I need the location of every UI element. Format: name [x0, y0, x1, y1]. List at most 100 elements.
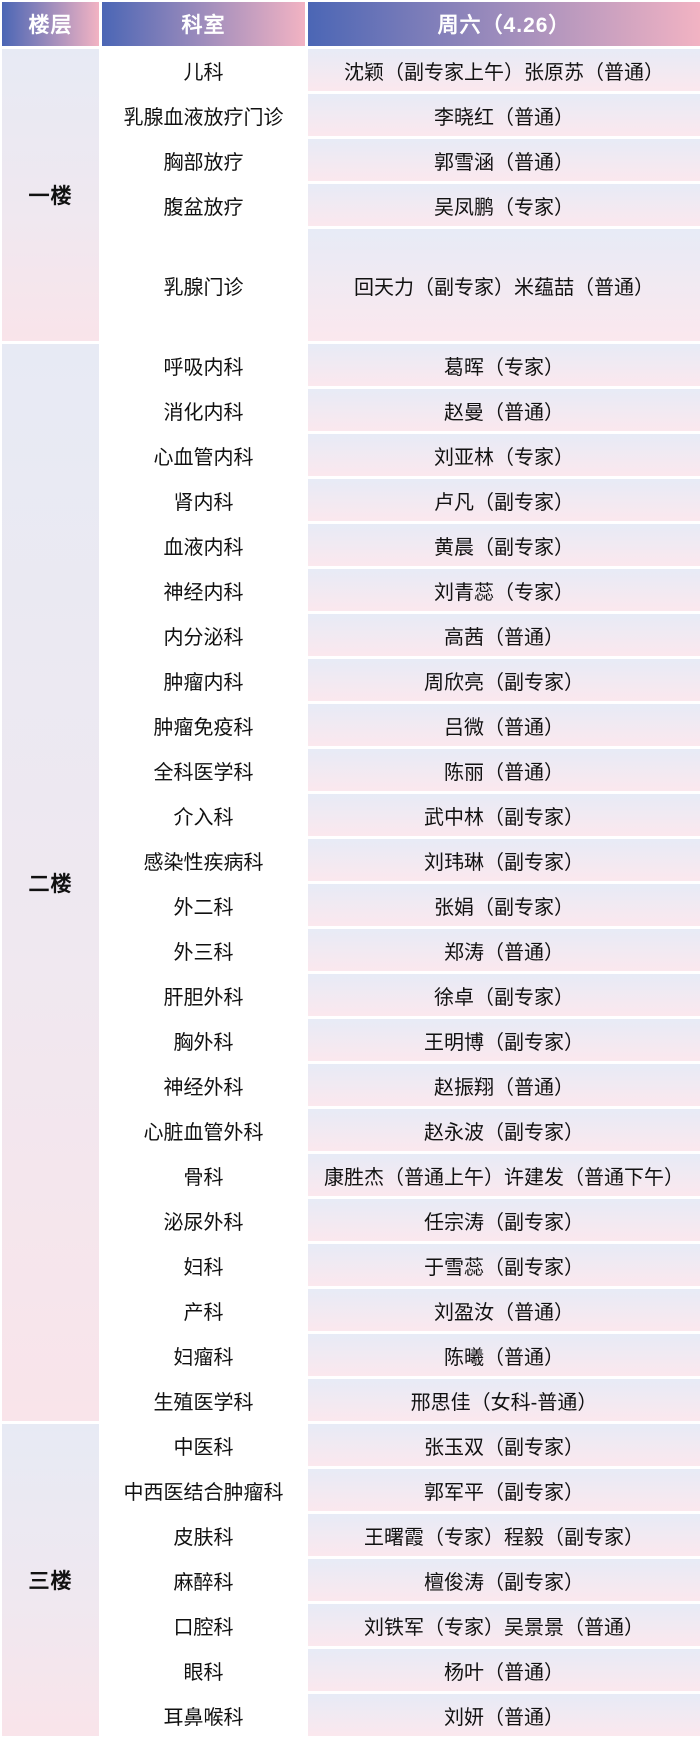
schedule-cell: 陈丽（普通） — [308, 749, 700, 791]
table-row: 皮肤科 王曙霞（专家）程毅（副专家） — [102, 1514, 700, 1556]
department-cell: 泌尿外科 — [102, 1199, 305, 1241]
table-row: 泌尿外科 任宗涛（副专家） — [102, 1199, 700, 1241]
department-cell: 感染性疾病科 — [102, 839, 305, 881]
department-cell: 外三科 — [102, 929, 305, 971]
table-row: 口腔科 刘铁军（专家）吴景景（普通） — [102, 1604, 700, 1646]
floor-rows: 呼吸内科 葛晖（专家） 消化内科 赵曼（普通） 心血管内科 刘亚林（专家） 肾内科 卢凡（副专… — [102, 344, 700, 1421]
department-cell: 心血管内科 — [102, 434, 305, 476]
schedule-cell: 刘铁军（专家）吴景景（普通） — [308, 1604, 700, 1646]
schedule-cell: 张娟（副专家） — [308, 884, 700, 926]
schedule-cell: 杨叶（普通） — [308, 1649, 700, 1691]
department-cell: 心脏血管外科 — [102, 1109, 305, 1151]
floor-section: 二楼 呼吸内科 葛晖（专家） 消化内科 赵曼（普通） 心血管内科 刘亚林（专家） 肾内科 卢凡（… — [2, 344, 700, 1421]
schedule-cell: 于雪蕊（副专家） — [308, 1244, 700, 1286]
table-row: 呼吸内科 葛晖（专家） — [102, 344, 700, 386]
department-column-header: 科室 — [102, 2, 305, 46]
schedule-cell: 郑涛（普通） — [308, 929, 700, 971]
floor-cell: 二楼 — [2, 344, 99, 1421]
table-row: 耳鼻喉科 刘妍（普通） — [102, 1694, 700, 1736]
table-body: 一楼 儿科 沈颖（副专家上午）张原苏（普通） 乳腺血液放疗门诊 李晓红（普通） 胸部放疗郭… — [2, 49, 700, 1736]
schedule-cell: 赵振翔（普通） — [308, 1064, 700, 1106]
department-cell: 肿瘤免疫科 — [102, 704, 305, 746]
table-row: 妇科 于雪蕊（副专家） — [102, 1244, 700, 1286]
floor-rows: 儿科 沈颖（副专家上午）张原苏（普通） 乳腺血液放疗门诊 李晓红（普通） 胸部放疗 郭雪涵… — [102, 49, 700, 341]
schedule-cell: 沈颖（副专家上午）张原苏（普通） — [308, 49, 700, 91]
department-cell: 乳腺门诊 — [102, 229, 305, 341]
table-row: 乳腺门诊 回天力（副专家）米蕴喆（普通） — [102, 229, 700, 341]
table-row: 介入科 武中林（副专家） — [102, 794, 700, 836]
table-header-row: 楼层 科室 周六（4.26） — [2, 2, 700, 46]
department-cell: 神经内科 — [102, 569, 305, 611]
department-cell: 外二科 — [102, 884, 305, 926]
department-cell: 口腔科 — [102, 1604, 305, 1646]
table-row: 胸部放疗 郭雪涵（普通） — [102, 139, 700, 181]
department-cell: 胸部放疗 — [102, 139, 305, 181]
table-row: 肿瘤免疫科 吕微（普通） — [102, 704, 700, 746]
saturday-column-header: 周六（4.26） — [308, 2, 700, 46]
table-row: 生殖医学科 邢思佳（女科-普通） — [102, 1379, 700, 1421]
department-cell: 皮肤科 — [102, 1514, 305, 1556]
department-cell: 产科 — [102, 1289, 305, 1331]
schedule-cell: 郭军平（副专家） — [308, 1469, 700, 1511]
department-cell: 腹盆放疗 — [102, 184, 305, 226]
schedule-cell: 卢凡（副专家） — [308, 479, 700, 521]
schedule-cell: 回天力（副专家）米蕴喆（普通） — [308, 229, 700, 341]
department-cell: 中医科 — [102, 1424, 305, 1466]
schedule-cell: 徐卓（副专家） — [308, 974, 700, 1016]
schedule-cell: 刘玮琳（副专家） — [308, 839, 700, 881]
schedule-cell: 刘青蕊（专家） — [308, 569, 700, 611]
schedule-cell: 刘盈汝（普通） — [308, 1289, 700, 1331]
table-row: 腹盆放疗 吴凤鹏（专家） — [102, 184, 700, 226]
department-cell: 妇瘤科 — [102, 1334, 305, 1376]
table-row: 神经外科 赵振翔（普通） — [102, 1064, 700, 1106]
schedule-cell: 陈曦（普通） — [308, 1334, 700, 1376]
table-row: 内分泌科 高茜（普通） — [102, 614, 700, 656]
table-row: 妇瘤科 陈曦（普通） — [102, 1334, 700, 1376]
schedule-cell: 刘亚林（专家） — [308, 434, 700, 476]
floor-section: 一楼 儿科 沈颖（副专家上午）张原苏（普通） 乳腺血液放疗门诊 李晓红（普通） 胸部放疗郭… — [2, 49, 700, 341]
table-row: 肾内科 卢凡（副专家） — [102, 479, 700, 521]
schedule-cell: 郭雪涵（普通） — [308, 139, 700, 181]
schedule-cell: 王明博（副专家） — [308, 1019, 700, 1061]
department-cell: 生殖医学科 — [102, 1379, 305, 1421]
department-cell: 儿科 — [102, 49, 305, 91]
department-cell: 全科医学科 — [102, 749, 305, 791]
table-row: 产科 刘盈汝（普通） — [102, 1289, 700, 1331]
department-cell: 妇科 — [102, 1244, 305, 1286]
schedule-cell: 周欣亮（副专家） — [308, 659, 700, 701]
table-row: 肝胆外科 徐卓（副专家） — [102, 974, 700, 1016]
department-cell: 耳鼻喉科 — [102, 1694, 305, 1736]
table-row: 骨科 康胜杰（普通上午）许建发（普通下午） — [102, 1154, 700, 1196]
table-row: 心血管内科 刘亚林（专家） — [102, 434, 700, 476]
schedule-cell: 高茜（普通） — [308, 614, 700, 656]
table-row: 外三科 郑涛（普通） — [102, 929, 700, 971]
table-row: 心脏血管外科 赵永波（副专家） — [102, 1109, 700, 1151]
table-row: 眼科 杨叶（普通） — [102, 1649, 700, 1691]
department-cell: 眼科 — [102, 1649, 305, 1691]
department-cell: 肿瘤内科 — [102, 659, 305, 701]
schedule-cell: 刘妍（普通） — [308, 1694, 700, 1736]
floor-section: 三楼 中医科 张玉双（副专家） 中西医结合肿瘤科 郭军平（副专家） 皮肤科 王曙霞（专家）程… — [2, 1424, 700, 1736]
table-row: 神经内科 刘青蕊（专家） — [102, 569, 700, 611]
table-row: 儿科 沈颖（副专家上午）张原苏（普通） — [102, 49, 700, 91]
table-row: 外二科 张娟（副专家） — [102, 884, 700, 926]
department-cell: 消化内科 — [102, 389, 305, 431]
schedule-cell: 黄晨（副专家） — [308, 524, 700, 566]
table-row: 中西医结合肿瘤科 郭军平（副专家） — [102, 1469, 700, 1511]
department-cell: 神经外科 — [102, 1064, 305, 1106]
department-cell: 乳腺血液放疗门诊 — [102, 94, 305, 136]
department-cell: 肾内科 — [102, 479, 305, 521]
department-cell: 胸外科 — [102, 1019, 305, 1061]
floor-cell: 一楼 — [2, 49, 99, 341]
table-row: 肿瘤内科 周欣亮（副专家） — [102, 659, 700, 701]
schedule-cell: 吕微（普通） — [308, 704, 700, 746]
department-cell: 骨科 — [102, 1154, 305, 1196]
table-row: 麻醉科 檀俊涛（副专家） — [102, 1559, 700, 1601]
department-cell: 内分泌科 — [102, 614, 305, 656]
schedule-cell: 邢思佳（女科-普通） — [308, 1379, 700, 1421]
schedule-cell: 吴凤鹏（专家） — [308, 184, 700, 226]
schedule-cell: 赵永波（副专家） — [308, 1109, 700, 1151]
schedule-cell: 任宗涛（副专家） — [308, 1199, 700, 1241]
floor-column-header: 楼层 — [2, 2, 99, 46]
